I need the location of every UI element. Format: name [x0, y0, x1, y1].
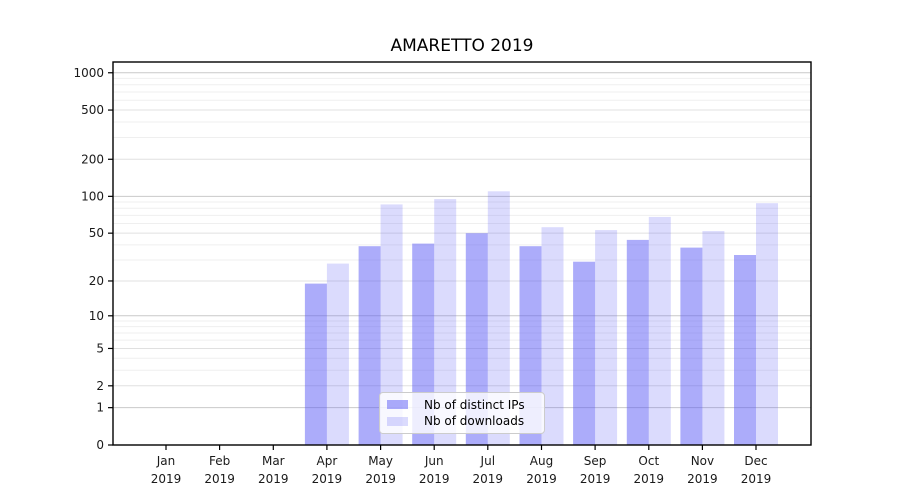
legend-item-downloads: Nb of downloads	[380, 414, 544, 428]
bar-downloads-dec	[756, 203, 778, 445]
x-tick-label-month: Dec	[744, 454, 767, 468]
legend-label-downloads: Nb of downloads	[424, 414, 525, 429]
bar-downloads-apr	[326, 263, 349, 445]
x-tick-label-month: Sep	[584, 454, 607, 468]
bar-downloads-may	[380, 204, 403, 445]
bar-downloads-jul	[487, 191, 510, 445]
x-tick-label-month: Jan	[156, 454, 176, 468]
x-tick-label-month: Jun	[424, 454, 444, 468]
y-tick-label: 10	[89, 309, 104, 323]
x-tick-label-month: Jul	[480, 454, 495, 468]
x-tick-label-year: 2019	[419, 472, 450, 486]
y-tick-label: 500	[81, 103, 104, 117]
bar-distinct-ips-oct	[626, 239, 649, 445]
y-tick-label: 100	[81, 189, 104, 203]
y-tick-label: 50	[89, 226, 104, 240]
bar-downloads-oct	[648, 216, 671, 445]
x-tick-label-month: Aug	[530, 454, 553, 468]
bar-distinct-ips-sep	[573, 261, 596, 445]
y-tick-label: 1	[96, 401, 104, 415]
x-tick-label-year: 2019	[741, 472, 772, 486]
x-tick-label-month: Oct	[638, 454, 659, 468]
x-tick-label-year: 2019	[312, 472, 343, 486]
y-tick-label: 2	[96, 379, 104, 393]
x-tick-label-year: 2019	[687, 472, 718, 486]
x-tick-label-year: 2019	[473, 472, 504, 486]
x-tick-label-month: Mar	[262, 454, 285, 468]
x-tick-label-year: 2019	[580, 472, 611, 486]
y-tick-label: 5	[96, 342, 104, 356]
bar-distinct-ips-apr	[304, 283, 327, 445]
x-tick-label-year: 2019	[365, 472, 396, 486]
legend-swatch-downloads-icon	[387, 416, 408, 426]
plot-border	[112, 61, 812, 446]
legend-swatch-distinct-ips-icon	[387, 400, 408, 410]
x-tick-label-month: Feb	[209, 454, 230, 468]
bar-distinct-ips-dec	[734, 255, 756, 445]
x-tick-label-year: 2019	[634, 472, 665, 486]
bar-downloads-jun	[434, 199, 457, 445]
x-tick-label-month: May	[368, 454, 393, 468]
x-tick-label-month: Apr	[317, 454, 338, 468]
y-tick-label: 200	[81, 152, 104, 166]
legend: Nb of distinct IPs Nb of downloads	[379, 392, 545, 434]
x-tick-label-month: Nov	[691, 454, 714, 468]
x-tick-label-year: 2019	[526, 472, 557, 486]
x-tick-label-year: 2019	[258, 472, 289, 486]
legend-item-distinct-ips: Nb of distinct IPs	[380, 398, 544, 412]
x-tick-label-year: 2019	[151, 472, 182, 486]
legend-label-distinct-ips: Nb of distinct IPs	[424, 397, 525, 412]
bar-downloads-nov	[702, 231, 725, 445]
y-tick-label: 1000	[73, 66, 104, 80]
chart-title: AMARETTO 2019	[390, 36, 534, 56]
y-tick-label: 20	[89, 274, 104, 288]
bar-downloads-sep	[595, 230, 618, 445]
bar-downloads-aug	[541, 227, 564, 445]
bar-distinct-ips-may	[358, 246, 381, 445]
y-tick-label: 0	[96, 438, 104, 452]
bar-distinct-ips-nov	[680, 247, 703, 445]
x-tick-label-year: 2019	[204, 472, 235, 486]
